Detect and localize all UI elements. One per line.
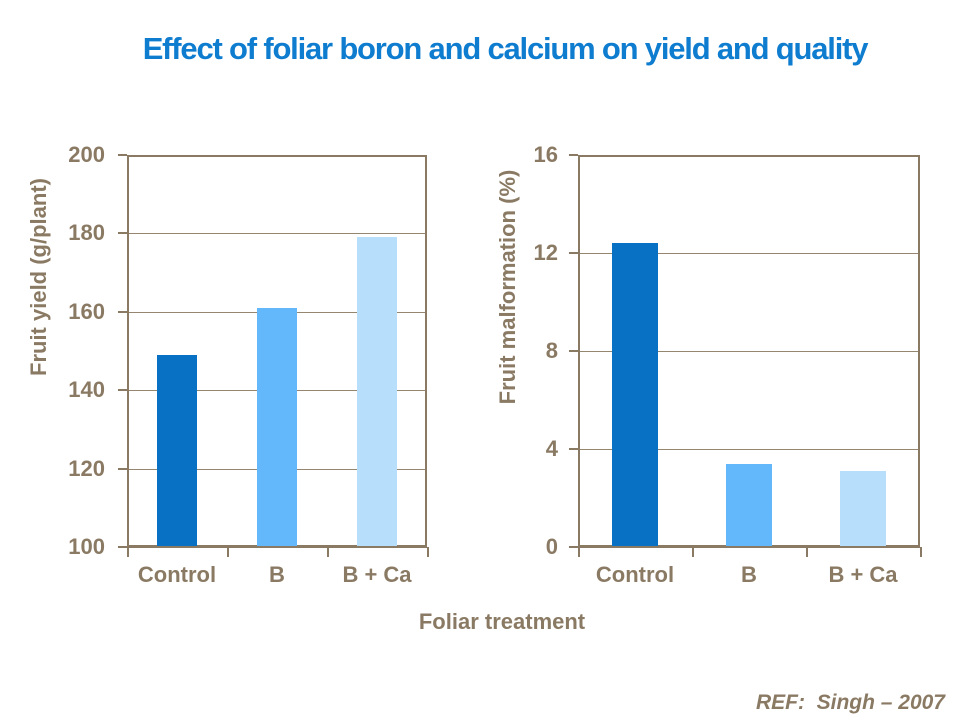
gridline [578,449,920,450]
y-tick-label: 140 [68,377,105,402]
plot-border-right [918,155,920,547]
y-axis-title: Fruit yield (g/plant) [26,178,51,376]
gridline [127,469,427,470]
x-axis-tick [692,547,694,557]
y-tick-label: 120 [68,456,105,481]
plot-border-top [127,155,427,157]
y-axis-tick [569,546,578,548]
y-axis-tick [118,389,127,391]
y-tick-label: 4 [545,436,558,461]
x-category-label: B + Ca [828,562,898,587]
gridline [578,253,920,254]
slide-title: Effect of foliar boron and calcium on yi… [142,31,869,66]
bar-control [612,243,658,546]
x-category-label: Control [595,562,675,587]
y-tick-label: 16 [533,142,558,167]
plot-border-right [425,155,427,547]
bar-b [726,464,772,546]
y-tick-label: 100 [68,534,105,559]
y-axis-tick [569,448,578,450]
bar-b [257,308,297,546]
bar-b+ca [840,471,886,546]
x-axis-tick [127,547,129,557]
gridline [578,351,920,352]
x-axis-line [127,545,427,548]
y-axis-tick [569,252,578,254]
reference-citation: REF: Singh – 2007 [755,691,945,714]
y-axis-tick [569,350,578,352]
x-axis-tick [227,547,229,557]
y-axis-line [127,155,129,547]
y-axis-tick [118,546,127,548]
y-axis-tick [118,468,127,470]
y-tick-label: 12 [533,240,558,265]
x-axis-tick [427,547,429,557]
x-category-label: B [269,562,285,587]
x-category-label: Control [137,562,217,587]
x-axis-tick [806,547,808,557]
plot-border-top [578,155,920,157]
gridline [127,233,427,234]
bar-control [157,355,197,546]
y-axis-line [578,155,580,547]
x-axis-line [578,545,920,548]
y-tick-label: 8 [545,338,558,363]
x-axis-tick [327,547,329,557]
y-axis-tick [118,154,127,156]
bar-b+ca [357,237,397,546]
y-axis-tick [569,154,578,156]
x-axis-title: Foliar treatment [418,609,586,634]
y-tick-label: 200 [68,142,105,167]
gridline [127,390,427,391]
x-category-label: B + Ca [342,562,412,587]
y-axis-tick [118,311,127,313]
x-axis-tick [920,547,922,557]
y-tick-label: 0 [545,534,558,559]
gridline [127,312,427,313]
y-axis-title: Fruit malformation (%) [495,169,520,405]
y-tick-label: 160 [68,299,105,324]
x-axis-tick [578,547,580,557]
y-axis-tick [118,232,127,234]
x-category-label: B [741,562,757,587]
y-tick-label: 180 [68,220,105,245]
